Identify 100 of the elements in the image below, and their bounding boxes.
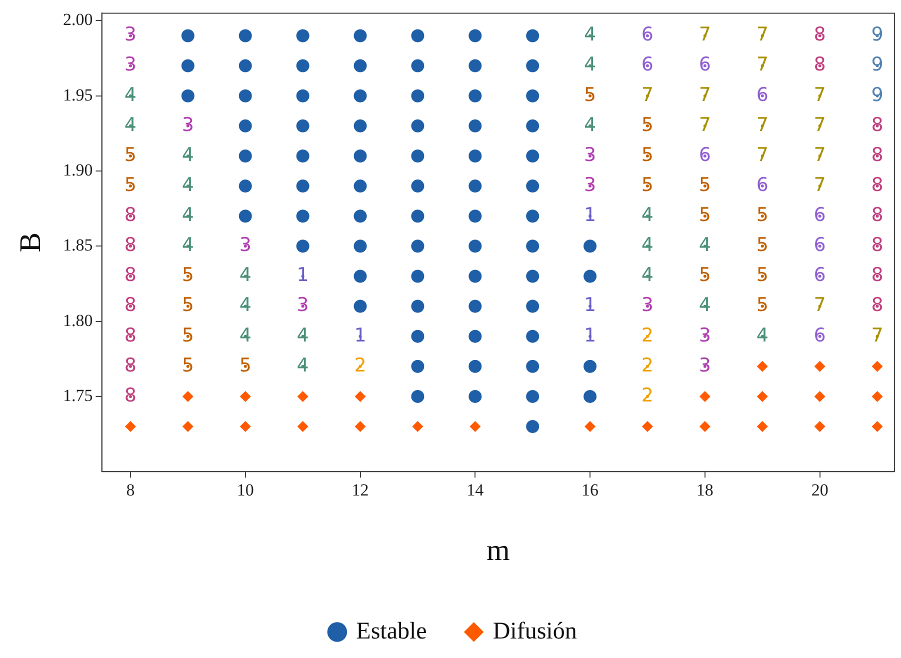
text: 6 (698, 54, 711, 76)
text: 4 (182, 174, 194, 196)
point (756, 421, 768, 432)
text: 8 (871, 204, 884, 226)
text: 8 (871, 144, 884, 166)
text: 5 (756, 234, 768, 256)
text: 8 (124, 204, 137, 226)
text: 8 (124, 324, 137, 346)
text: 9 (871, 54, 884, 76)
point (756, 360, 768, 372)
text: 5 (641, 114, 654, 136)
point (354, 421, 366, 432)
point (872, 421, 883, 432)
point (872, 390, 883, 402)
text: 3 (641, 294, 654, 316)
x-tick-label: 10 (236, 480, 254, 500)
text: 5 (124, 144, 137, 166)
legend-label: Difusión (492, 618, 577, 644)
series-label: 8 (871, 174, 884, 196)
text: 8 (124, 264, 137, 286)
text: 3 (182, 114, 194, 136)
y-tick-label: 1.90 (63, 160, 93, 180)
text: 5 (641, 174, 654, 196)
point (354, 390, 366, 402)
text: 8 (124, 294, 137, 316)
text: 8 (871, 294, 884, 316)
text: 5 (756, 264, 768, 286)
text: 5 (182, 264, 194, 286)
series-label: 5 (124, 174, 137, 196)
text: 5 (698, 204, 711, 226)
x-tick-label: 8 (126, 480, 135, 500)
text: 3 (584, 174, 596, 196)
y-axis-title: B (14, 232, 47, 252)
text: 3 (124, 54, 137, 76)
point (756, 390, 768, 402)
text: 6 (814, 234, 826, 256)
text: 4 (296, 324, 309, 346)
point (240, 390, 251, 402)
x-tick-label: 18 (696, 480, 714, 500)
x-tick-label: 16 (582, 480, 599, 500)
series-label: 6 (814, 324, 826, 346)
point (584, 421, 596, 432)
text: 8 (124, 354, 137, 376)
point (470, 421, 481, 432)
text: 8 (124, 384, 137, 406)
y-tick-label: 1.85 (63, 236, 93, 255)
point (699, 421, 710, 432)
text: 3 (584, 144, 596, 166)
text: 6 (641, 24, 654, 46)
text: 5 (756, 204, 768, 226)
text: 8 (871, 114, 884, 136)
series-label: 3 (124, 24, 137, 46)
text: 5 (698, 174, 711, 196)
x-tick-label: 14 (466, 480, 484, 500)
y-tick-label: 2.00 (63, 10, 93, 30)
point (297, 390, 308, 402)
text: 3 (296, 294, 309, 316)
text: 5 (182, 354, 194, 376)
text: 5 (182, 324, 194, 346)
text: 4 (182, 144, 194, 166)
x-tick-label: 20 (811, 480, 828, 500)
legend-label: Estable (356, 618, 427, 644)
y-tick-label: 1.75 (63, 386, 93, 405)
text: 5 (756, 294, 768, 316)
text: 4 (584, 114, 596, 136)
text: 5 (239, 354, 252, 376)
point (814, 421, 826, 432)
text: 4 (124, 84, 137, 106)
y-tick-label: 1.95 (63, 85, 93, 104)
text: 5 (641, 144, 654, 166)
point (182, 421, 194, 432)
point (297, 421, 308, 432)
text: 4 (296, 354, 309, 376)
text: 8 (871, 234, 884, 256)
x-axis-title: m (486, 534, 510, 567)
text: 3 (698, 324, 711, 346)
text: 6 (698, 144, 711, 166)
point (240, 421, 251, 432)
point (814, 390, 826, 402)
text: 6 (756, 174, 768, 196)
text: 9 (871, 84, 884, 106)
text: 8 (814, 54, 826, 76)
point (182, 390, 194, 402)
x-tick-label: 12 (352, 480, 369, 500)
y-tick-label: 1.80 (63, 310, 93, 330)
point (124, 421, 136, 432)
text: 4 (239, 324, 252, 346)
text: 8 (814, 24, 826, 46)
text: 3 (239, 234, 252, 256)
text: 6 (814, 264, 826, 286)
series-label: 9 (871, 24, 884, 46)
point (412, 421, 424, 432)
text: 5 (182, 294, 194, 316)
text: 8 (871, 264, 884, 286)
text: 6 (641, 54, 654, 76)
point (814, 360, 826, 372)
text: 5 (584, 84, 596, 106)
text: 5 (698, 264, 711, 286)
text: 6 (814, 204, 826, 226)
text: 4 (124, 114, 137, 136)
